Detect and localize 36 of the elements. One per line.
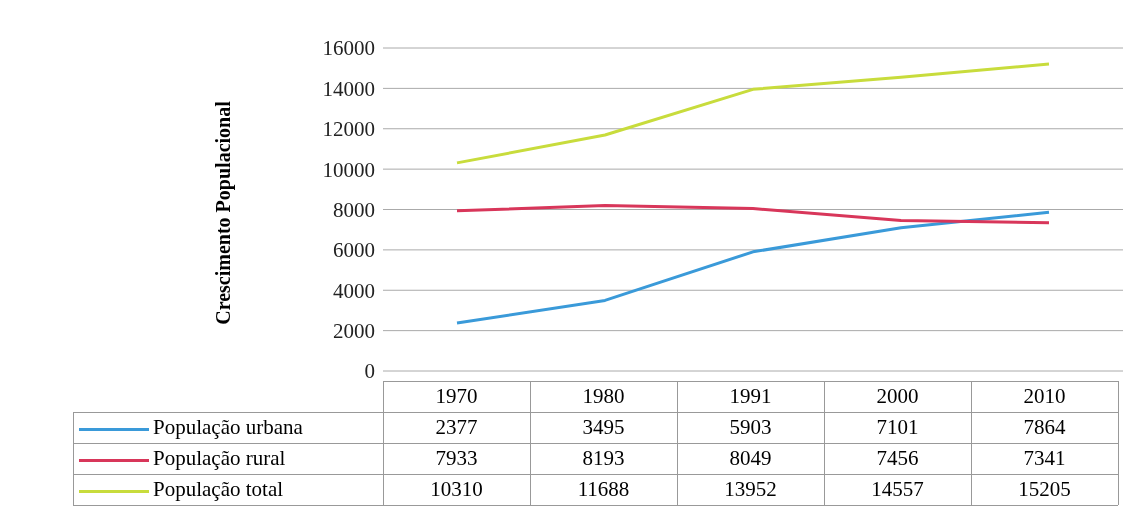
x-tick-label: 2000	[875, 383, 920, 410]
y-tick-label: 14000	[322, 76, 375, 101]
data-label: 13952	[723, 476, 778, 503]
y-tick-label: 2000	[333, 319, 375, 344]
x-tick-label: 1970	[434, 383, 479, 410]
data-label: 7456	[875, 445, 920, 472]
data-label: 7933	[434, 445, 479, 472]
legend-label: População urbana	[152, 414, 304, 441]
data-label: 8049	[728, 445, 773, 472]
line-series	[455, 62, 1051, 165]
y-tick-label: 10000	[322, 157, 375, 182]
data-label: 7341	[1022, 445, 1067, 472]
y-tick-label: 0	[364, 359, 375, 384]
data-label: 7864	[1022, 414, 1067, 441]
y-tick-label: 6000	[333, 238, 375, 263]
data-label: 5903	[728, 414, 773, 441]
data-label: 2377	[434, 414, 479, 441]
data-label: 3495	[581, 414, 626, 441]
y-tick-label: 16000	[322, 36, 375, 61]
data-label: 15205	[1017, 476, 1072, 503]
y-tick-label: 4000	[333, 278, 375, 303]
x-tick-label: 1991	[728, 383, 773, 410]
data-label: 11688	[576, 476, 631, 503]
y-tick-label: 8000	[333, 197, 375, 222]
line-series	[455, 210, 1051, 325]
data-label: 7101	[875, 414, 920, 441]
legend-label: População total	[152, 476, 285, 503]
x-tick-label: 2010	[1022, 383, 1067, 410]
y-axis-title: Crescimento Populacional	[211, 101, 235, 325]
data-label: 14557	[870, 476, 925, 503]
legend-label: População rural	[152, 445, 287, 472]
x-tick-label: 1980	[581, 383, 626, 410]
data-label: 8193	[581, 445, 626, 472]
y-tick-label: 12000	[322, 117, 375, 142]
line-series	[455, 204, 1051, 225]
data-label: 10310	[429, 476, 484, 503]
